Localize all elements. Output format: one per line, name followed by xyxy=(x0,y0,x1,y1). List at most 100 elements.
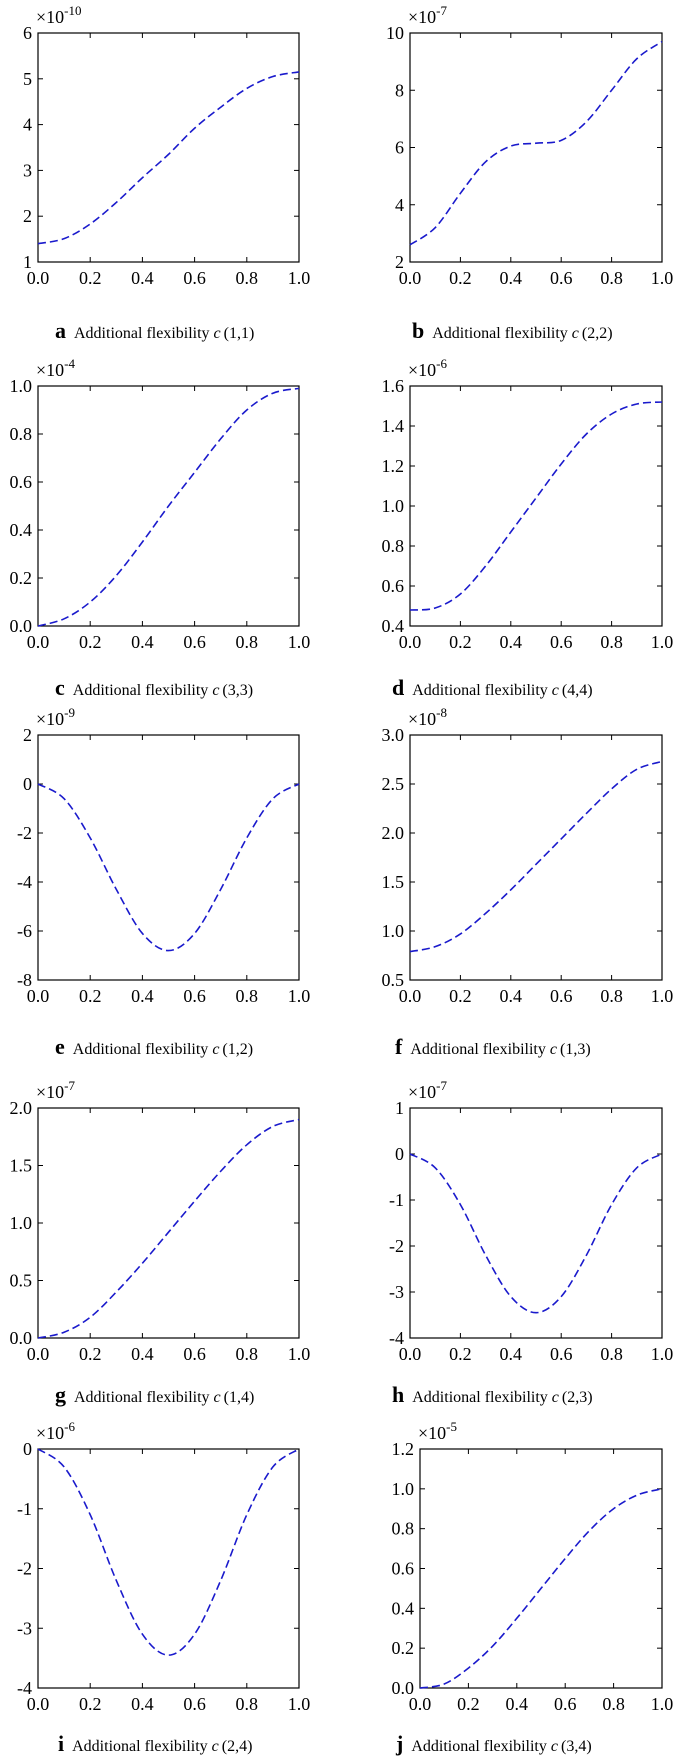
y-tick-label: 1.0 xyxy=(382,496,405,516)
x-tick-label: 0.0 xyxy=(27,268,50,288)
x-tick-label: 1.0 xyxy=(288,268,311,288)
x-tick-label: 1.0 xyxy=(288,986,311,1006)
panel-caption: e Additional flexibility c (1,2) xyxy=(55,1034,253,1059)
y-tick-label: 0.0 xyxy=(10,616,33,636)
x-tick-label: 0.8 xyxy=(236,1694,259,1714)
y-exponent-power: -5 xyxy=(446,1419,457,1434)
chart-panel-f: 0.0 0.2 0.4 0.6 0.8 1.0 0.5 1.0 1.5 2.0 2.5 3.0×10-… xyxy=(382,705,674,1059)
y-tick-label: -8 xyxy=(17,970,32,990)
y-exponent-label: ×10-8 xyxy=(408,705,447,729)
panel-letter: a xyxy=(55,318,66,343)
panel-letter: d xyxy=(392,675,404,700)
axes-frame xyxy=(409,385,663,627)
y-tick-label: 0.2 xyxy=(392,1638,415,1658)
x-tick-label: 0.2 xyxy=(457,1694,480,1714)
x-tick-label: 0.2 xyxy=(79,1694,102,1714)
x-tick-label: 0.4 xyxy=(500,1344,523,1364)
y-tick-label: 1.2 xyxy=(382,456,405,476)
caption-variable: c xyxy=(572,325,579,342)
y-tick-label: -4 xyxy=(17,872,32,892)
y-exponent-power: -7 xyxy=(64,1078,75,1093)
x-tick-label: 0.0 xyxy=(27,986,50,1006)
y-tick-label: -6 xyxy=(17,921,32,941)
y-tick-label: 0.2 xyxy=(10,568,33,588)
series-line-c(2,2) xyxy=(409,40,663,246)
x-tick-label: 0.8 xyxy=(600,986,623,1006)
panel-letter: b xyxy=(412,318,424,343)
y-tick-label: 2 xyxy=(23,206,32,226)
y-tick-label: 1.4 xyxy=(382,416,405,436)
panel-caption: f Additional flexibility c (1,3) xyxy=(395,1034,591,1059)
y-tick-label: -2 xyxy=(17,823,32,843)
y-tick-label: -3 xyxy=(389,1282,404,1302)
x-tick-label: 0.6 xyxy=(550,1344,573,1364)
x-tick-label: 0.4 xyxy=(131,268,154,288)
y-tick-label: 1.0 xyxy=(382,921,405,941)
y-exponent-power: -10 xyxy=(64,3,81,18)
y-tick-label: 2.0 xyxy=(10,1098,33,1118)
series-line-c(4,4) xyxy=(409,401,663,611)
caption-index: (1,2) xyxy=(222,1041,253,1058)
x-tick-label: 0.6 xyxy=(183,986,206,1006)
y-exponent-power: -6 xyxy=(436,356,447,371)
caption-variable: c xyxy=(552,1389,559,1406)
y-tick-label: 0.0 xyxy=(10,1328,33,1348)
x-tick-label: 0.4 xyxy=(131,632,154,652)
caption-index: (1,4) xyxy=(224,1389,255,1406)
panel-letter: h xyxy=(392,1382,404,1407)
caption-index: (1,3) xyxy=(560,1041,591,1058)
panel-caption: g Additional flexibility c (1,4) xyxy=(55,1382,254,1407)
axes-frame xyxy=(37,32,300,263)
x-tick-label: 0.0 xyxy=(27,1344,50,1364)
x-tick-label: 1.0 xyxy=(651,1344,674,1364)
y-tick-label: 0.5 xyxy=(382,970,405,990)
caption-variable: c xyxy=(212,1041,219,1058)
y-tick-label: 0.8 xyxy=(392,1519,415,1539)
y-tick-label: 0.6 xyxy=(10,472,33,492)
axes-frame xyxy=(419,1448,663,1689)
y-tick-label: 0.6 xyxy=(392,1559,415,1579)
x-tick-label: 0.6 xyxy=(550,632,573,652)
x-tick-label: 1.0 xyxy=(651,986,674,1006)
x-tick-label: 0.6 xyxy=(554,1694,577,1714)
y-tick-label: 1.5 xyxy=(382,872,405,892)
caption-variable: c xyxy=(552,682,559,699)
x-tick-label: 0.2 xyxy=(79,986,102,1006)
caption-text: Additional flexibility xyxy=(412,682,552,699)
x-tick-label: 0.6 xyxy=(183,1694,206,1714)
y-exponent-label: ×10-9 xyxy=(36,705,75,729)
x-tick-label: 0.8 xyxy=(602,1694,625,1714)
chart-panel-g: 0.0 0.2 0.4 0.6 0.8 1.0 0.0 0.5 1.0 1.5 2.0×10-7 g A… xyxy=(10,1078,311,1407)
x-tick-label: 1.0 xyxy=(288,632,311,652)
chart-panel-c: 0.0 0.2 0.4 0.6 0.8 1.00.00.20.40.60.81.0×10-… xyxy=(10,356,311,700)
axes-frame xyxy=(37,1448,300,1689)
y-tick-label: -2 xyxy=(17,1559,32,1579)
chart-panel-j: 0.0 0.2 0.4 0.6 0.8 1.0 0.0 0.2 0.4 0.6 0.8 1.0 1.2×… xyxy=(392,1419,674,1756)
y-tick-label: 0.4 xyxy=(392,1598,415,1618)
panel-caption: h Additional flexibility c (2,3) xyxy=(392,1382,593,1407)
y-tick-label: 5 xyxy=(23,69,32,89)
y-tick-label: 6 xyxy=(23,23,32,43)
caption-index: (2,4) xyxy=(222,1738,253,1755)
y-tick-label: -4 xyxy=(17,1678,32,1698)
x-tick-label: 0.4 xyxy=(506,1694,529,1714)
y-exponent-label: ×10-4 xyxy=(36,356,75,380)
x-tick-label: 1.0 xyxy=(651,268,674,288)
axes-frame xyxy=(37,734,300,981)
caption-text: Additional flexibility xyxy=(432,325,572,342)
y-tick-label: 2 xyxy=(23,725,32,745)
panel-caption: b Additional flexibility c (2,2) xyxy=(412,318,613,343)
chart-panel-b: 0.0 0.2 0.4 0.6 0.8 1.0 2 4 6 8 10×10-7 b Additional… xyxy=(386,3,673,343)
x-tick-label: 1.0 xyxy=(651,632,674,652)
y-tick-label: -2 xyxy=(389,1236,404,1256)
y-exponent-label: ×10-6 xyxy=(408,356,447,380)
panel-caption: c Additional flexibility c (3,3) xyxy=(55,675,253,700)
caption-variable: c xyxy=(214,325,221,342)
y-tick-label: 0.0 xyxy=(392,1678,415,1698)
x-tick-label: 0.2 xyxy=(79,268,102,288)
x-tick-label: 0.8 xyxy=(600,1344,623,1364)
y-tick-label: 2 xyxy=(395,252,404,272)
y-tick-label: 1.6 xyxy=(382,376,405,396)
series-line-c(1,2) xyxy=(37,783,300,952)
y-tick-label: 1.0 xyxy=(10,1213,33,1233)
